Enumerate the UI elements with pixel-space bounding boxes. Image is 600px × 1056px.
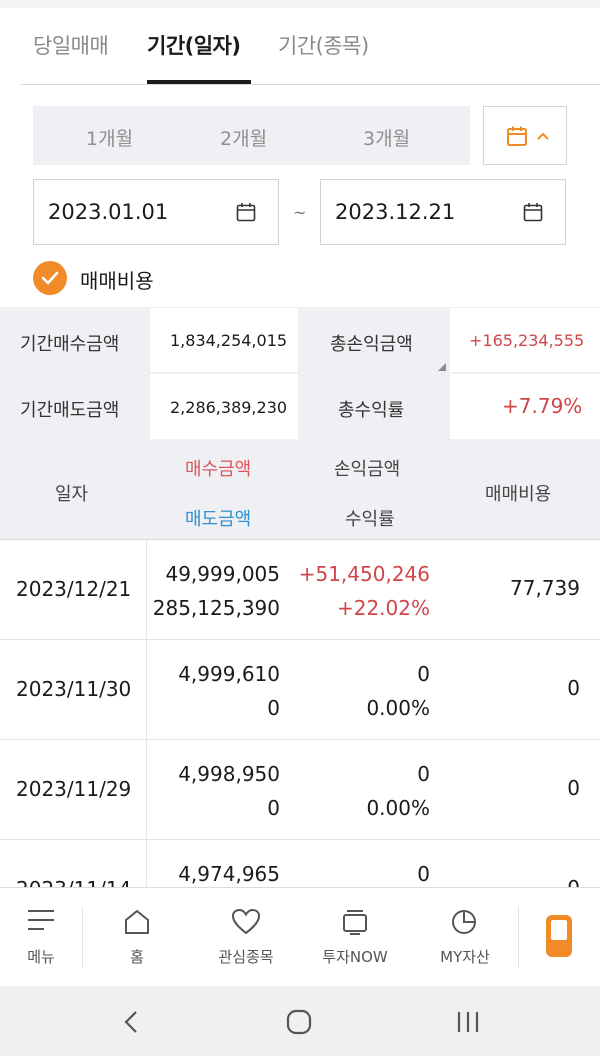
table-row[interactable]: 2023/11/30 4,999,610 0 0 0.00% 0 xyxy=(0,640,600,740)
row-pl-amount: 0 xyxy=(417,662,430,686)
col-pl-header: 손익금액 xyxy=(334,459,401,480)
nav-separator xyxy=(82,906,83,968)
system-nav-bar xyxy=(0,986,600,1056)
col-buy-header: 매수금액 xyxy=(185,459,252,480)
calendar-icon xyxy=(523,203,543,222)
row-pl-amount: 0 xyxy=(417,862,430,886)
row-buy-amount: 4,974,965 xyxy=(178,862,280,886)
summary-panel: 기간매수금액 1,834,254,015 총손익금액 +165,234,555 … xyxy=(0,307,600,440)
period-sell-cell: 2,286,389,230 xyxy=(150,374,298,439)
row-pl-amount: 0 xyxy=(417,762,430,786)
row-buy-amount: 4,999,610 xyxy=(178,662,280,686)
col-rate-header: 수익률 xyxy=(345,509,395,530)
period-buy-value: 1,834,254,015 xyxy=(170,331,288,350)
row-sell-amount: 0 xyxy=(267,796,280,820)
row-buy-amount: 49,999,005 xyxy=(165,562,280,586)
nav-invest-now[interactable]: 투자NOW xyxy=(305,888,405,987)
column-divider xyxy=(146,640,147,740)
row-fee: 0 xyxy=(567,676,580,700)
heart-icon xyxy=(231,908,261,935)
checkmark-icon xyxy=(41,271,59,285)
recent-apps-icon[interactable] xyxy=(455,1010,481,1034)
row-date: 2023/12/21 xyxy=(16,577,132,601)
menu-icon xyxy=(28,910,54,930)
row-buy-amount: 4,998,950 xyxy=(178,762,280,786)
total-return-cell: +7.79% xyxy=(450,374,600,439)
calendar-toggle-button[interactable] xyxy=(483,106,567,165)
period-1-month-button[interactable]: 1개월 xyxy=(86,128,134,150)
col-sell-header: 매도금액 xyxy=(185,509,252,530)
row-date: 2023/11/29 xyxy=(16,777,132,801)
tab-period-by-stock[interactable]: 기간(종목) xyxy=(278,34,369,58)
total-pl-value: +165,234,555 xyxy=(469,331,585,350)
period-sell-label: 기간매도금액 xyxy=(20,400,120,421)
row-fee: 0 xyxy=(567,776,580,800)
period-buy-cell: 1,834,254,015 xyxy=(150,308,298,372)
nav-watchlist-label: 관심종목 xyxy=(218,948,274,966)
nav-invest-now-label: 투자NOW xyxy=(322,948,388,966)
column-divider xyxy=(146,740,147,840)
pie-chart-icon xyxy=(452,910,476,934)
period-3-month-button[interactable]: 3개월 xyxy=(363,128,411,150)
total-pl-cell: +165,234,555 xyxy=(450,308,600,372)
back-icon[interactable] xyxy=(122,1010,140,1034)
date-range-separator: ~ xyxy=(293,203,307,222)
phone-app-icon xyxy=(546,915,572,957)
nav-home-label: 홈 xyxy=(130,948,144,966)
tab-today-trades[interactable]: 당일매매 xyxy=(33,34,109,58)
tab-divider xyxy=(20,84,600,85)
nav-app-shortcut[interactable] xyxy=(530,888,590,987)
row-sell-amount: 285,125,390 xyxy=(152,596,280,620)
row-fee: 77,739 xyxy=(510,576,580,600)
total-return-label: 총수익률 xyxy=(338,400,405,421)
table-header: 일자 매수금액 매도금액 손익금액 수익률 매매비용 xyxy=(0,440,600,540)
active-tab-indicator xyxy=(147,80,251,85)
total-return-value: +7.79% xyxy=(502,394,583,418)
row-date: 2023/11/30 xyxy=(16,677,132,701)
nav-home[interactable]: 홈 xyxy=(92,888,182,987)
nav-watchlist[interactable]: 관심종목 xyxy=(200,888,292,987)
fee-checkbox-label[interactable]: 매매비용 xyxy=(80,269,154,293)
row-return-rate: 0.00% xyxy=(366,796,430,820)
column-divider xyxy=(146,540,147,640)
table-row[interactable]: 2023/12/21 49,999,005 285,125,390 +51,45… xyxy=(0,540,600,640)
tab-period-by-date[interactable]: 기간(일자) xyxy=(147,34,241,58)
nav-my-assets-label: MY자산 xyxy=(440,948,490,966)
start-date-field[interactable]: 2023.01.01 xyxy=(33,179,279,245)
col-date-header: 일자 xyxy=(55,484,89,505)
nav-menu[interactable]: 메뉴 xyxy=(0,888,82,987)
nav-my-assets[interactable]: MY자산 xyxy=(420,888,510,987)
end-date-field[interactable]: 2023.12.21 xyxy=(320,179,566,245)
calendar-icon xyxy=(507,126,527,146)
nav-separator xyxy=(518,906,519,968)
home-icon xyxy=(125,910,149,934)
nav-menu-label: 메뉴 xyxy=(27,948,55,966)
row-return-rate: 0.00% xyxy=(366,696,430,720)
chevron-up-icon xyxy=(537,132,549,140)
row-pl-amount: +51,450,246 xyxy=(298,562,430,586)
row-return-rate: +22.02% xyxy=(336,596,430,620)
period-buy-label: 기간매수금액 xyxy=(20,334,120,355)
row-sell-amount: 0 xyxy=(267,696,280,720)
period-sell-value: 2,286,389,230 xyxy=(170,398,288,417)
period-selector: 1개월 2개월 3개월 xyxy=(33,106,470,165)
bottom-nav: 메뉴 홈 관심종목 투자NOW MY자산 xyxy=(0,887,600,986)
fee-checkbox[interactable] xyxy=(33,261,67,295)
tab-bar: 당일매매 기간(일자) 기간(종목) xyxy=(0,8,600,86)
top-strip xyxy=(0,0,600,8)
start-date-value: 2023.01.01 xyxy=(48,200,169,224)
total-pl-label[interactable]: 총손익금액 xyxy=(330,334,413,355)
end-date-value: 2023.12.21 xyxy=(335,200,456,224)
period-2-month-button[interactable]: 2개월 xyxy=(220,128,268,150)
table-row[interactable]: 2023/11/29 4,998,950 0 0 0.00% 0 xyxy=(0,740,600,840)
home-button-icon[interactable] xyxy=(286,1009,312,1035)
col-fee-header: 매매비용 xyxy=(485,484,552,505)
tv-icon xyxy=(343,910,367,935)
calendar-icon xyxy=(236,203,256,222)
corner-indicator-icon xyxy=(438,363,446,371)
